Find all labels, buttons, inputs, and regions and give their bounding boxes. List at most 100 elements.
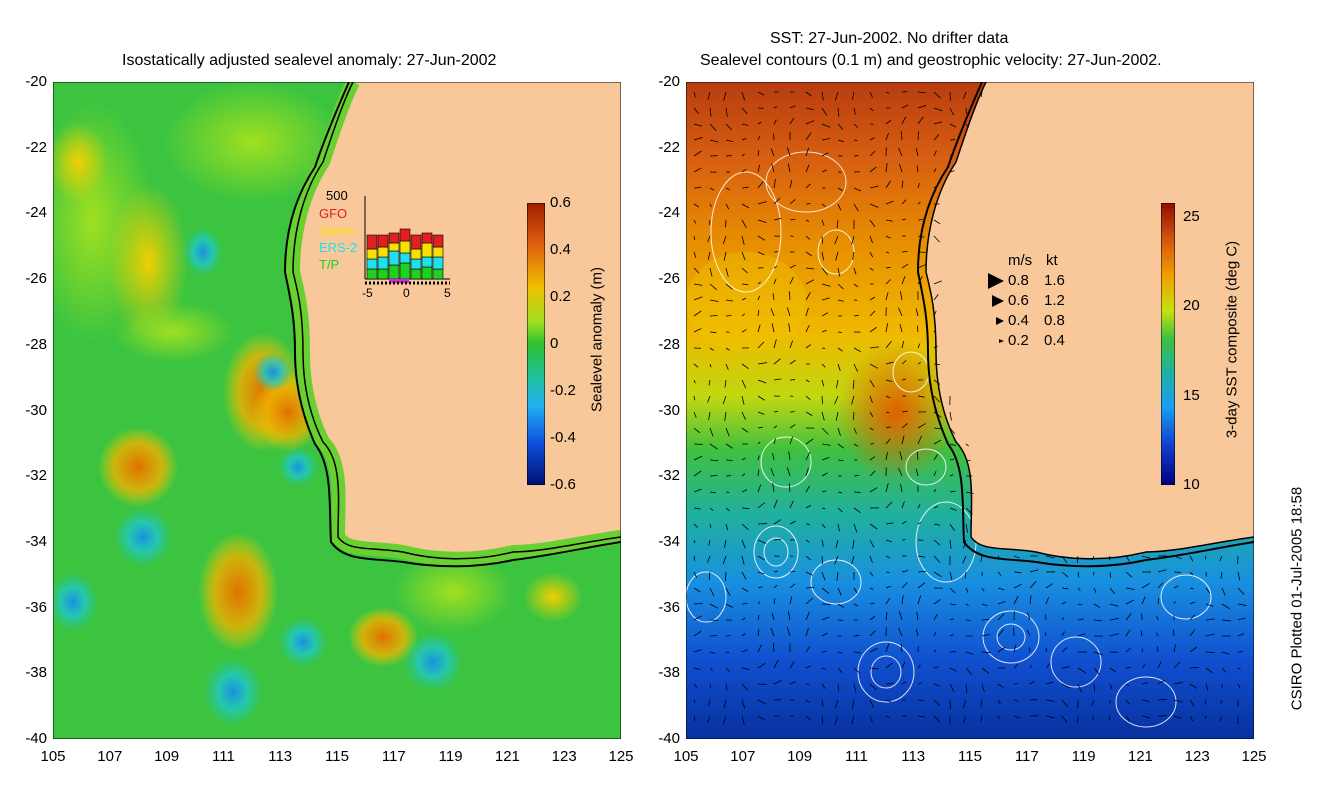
inset-bar-segment xyxy=(421,232,433,244)
left-y-tick: -24 xyxy=(25,204,47,222)
sla-colorbar-tick: 0.6 xyxy=(550,194,571,211)
inset-legend-jason: Jason xyxy=(319,223,354,238)
velocity-legend-header-kt: kt xyxy=(1046,252,1058,269)
right-x-tick: 115 xyxy=(958,748,982,765)
sla-colorbar xyxy=(527,203,545,485)
inset-y-top-label: 500 xyxy=(326,188,348,203)
inset-bar-segment xyxy=(421,242,433,258)
velocity-legend-arrow-icon xyxy=(992,295,1004,307)
left-x-tick: 117 xyxy=(381,748,406,765)
velocity-legend-kt: 1.2 xyxy=(1044,292,1065,309)
right-y-tick: -40 xyxy=(658,730,680,747)
left-x-tick: 119 xyxy=(438,748,463,765)
left-y-tick: -28 xyxy=(25,335,47,353)
velocity-legend-ms: 0.8 xyxy=(1008,272,1029,289)
left-x-tick: 111 xyxy=(211,748,235,765)
inset-bar-segment xyxy=(399,228,411,242)
left-x-tick: 115 xyxy=(325,748,349,765)
inset-bar-segment xyxy=(388,232,400,244)
right-y-tick: -28 xyxy=(658,335,680,353)
left-x-tick: 105 xyxy=(40,748,66,765)
right-y-tick: -32 xyxy=(658,467,680,485)
right-y-tick: -20 xyxy=(658,73,680,90)
left-x-tick: 113 xyxy=(268,748,293,765)
sst-colorbar-tick: 25 xyxy=(1183,208,1200,225)
velocity-legend-header-ms: m/s xyxy=(1008,252,1033,269)
inset-bar-segment xyxy=(388,242,400,252)
inset-bar-segment xyxy=(388,264,400,280)
left-y-tick: -30 xyxy=(25,401,47,419)
right-y-tick: -30 xyxy=(658,401,680,419)
inset-legend-gfo: GFO xyxy=(319,206,348,221)
left-x-tick: 125 xyxy=(608,748,634,765)
right-x-tick: 125 xyxy=(1241,748,1267,765)
inset-x-tick: -5 xyxy=(362,286,373,300)
inset-bar-segment xyxy=(399,240,411,254)
inset-bar-segment xyxy=(377,246,389,258)
velocity-legend-kt: 0.8 xyxy=(1044,312,1065,329)
sla-colorbar-tick: 0.4 xyxy=(550,241,571,258)
altimeter-inset-chart xyxy=(364,196,450,285)
inset-bar-segment xyxy=(388,250,400,266)
right-x-tick: 121 xyxy=(1127,748,1153,765)
inset-bar-segment xyxy=(366,268,378,280)
left-x-tick: 121 xyxy=(494,748,520,765)
left-panel-title: Isostatically adjusted sealevel anomaly:… xyxy=(122,52,497,69)
inset-bar-segment xyxy=(399,262,411,280)
left-x-tick: 107 xyxy=(97,748,123,765)
left-x-tick: 123 xyxy=(551,748,577,765)
right-y-tick: -26 xyxy=(658,270,680,288)
inset-bar-segment xyxy=(410,258,422,270)
right-y-tick: -34 xyxy=(658,532,680,550)
sst-colorbar-tick: 15 xyxy=(1183,386,1200,404)
sla-colorbar-tick: 0 xyxy=(550,335,559,352)
inset-bar-segment xyxy=(432,268,444,280)
inset-bar-segment xyxy=(421,256,433,268)
velocity-legend-kt: 0.4 xyxy=(1044,332,1065,349)
left-y-tick: -20 xyxy=(25,73,47,90)
right-x-tick: 109 xyxy=(787,748,813,765)
right-x-tick: 111 xyxy=(844,748,868,765)
inset-legend-ers2: ERS-2 xyxy=(319,240,358,255)
right-x-tick: 117 xyxy=(1014,748,1039,765)
inset-bar-segment xyxy=(410,234,422,250)
velocity-legend-ms: 0.6 xyxy=(1008,292,1029,309)
velocity-legend-arrow-icon xyxy=(999,338,1004,343)
velocity-legend-arrow-icon xyxy=(988,273,1004,289)
sla-colorbar-tick: 0.2 xyxy=(550,288,571,305)
sla-colorbar-tick: -0.2 xyxy=(550,382,576,399)
inset-bar-segment xyxy=(421,266,433,280)
sla-colorbar-tick: -0.6 xyxy=(550,476,576,493)
left-x-tick: 109 xyxy=(154,748,180,765)
sst-colorbar-tick: 10 xyxy=(1183,476,1200,493)
left-y-tick: -40 xyxy=(25,730,47,747)
right-x-tick: 105 xyxy=(673,748,699,765)
right-panel-title-line2: Sealevel contours (0.1 m) and geostrophi… xyxy=(700,52,1162,69)
sst-colorbar xyxy=(1161,203,1175,485)
left-y-tick: -26 xyxy=(25,270,47,288)
inset-legend-tp: T/P xyxy=(319,257,340,272)
left-y-tick: -22 xyxy=(25,138,47,156)
inset-bar-segment xyxy=(377,256,389,270)
left-y-tick: -36 xyxy=(25,598,47,616)
right-x-tick: 107 xyxy=(730,748,756,765)
inset-bar-segment xyxy=(399,252,411,264)
right-y-tick: -22 xyxy=(658,138,680,156)
right-x-tick: 123 xyxy=(1184,748,1210,765)
velocity-legend-kt: 1.6 xyxy=(1044,272,1065,289)
sla-colorbar-tick: -0.4 xyxy=(550,429,576,446)
inset-x-tick: 5 xyxy=(444,286,451,300)
inset-bar-segment xyxy=(366,248,378,260)
right-y-tick: -38 xyxy=(658,664,680,682)
inset-bar-segment xyxy=(366,258,378,270)
plot-credit: CSIRO Plotted 01-Jul-2005 18:58 xyxy=(1288,486,1306,711)
left-y-tick: -38 xyxy=(25,664,47,682)
sst-colorbar-label: 3-day SST composite (deg C) xyxy=(1223,240,1241,439)
right-panel-title-line1: SST: 27-Jun-2002. No drifter data xyxy=(770,30,1009,47)
sla-colorbar-label: Sealevel anomaly (m) xyxy=(588,266,606,413)
inset-bar-segment xyxy=(410,248,422,260)
right-x-tick: 113 xyxy=(901,748,926,765)
inset-x-tick: 0 xyxy=(403,286,410,300)
inset-bar-segment xyxy=(377,268,389,280)
velocity-legend-ms: 0.2 xyxy=(1008,332,1029,349)
